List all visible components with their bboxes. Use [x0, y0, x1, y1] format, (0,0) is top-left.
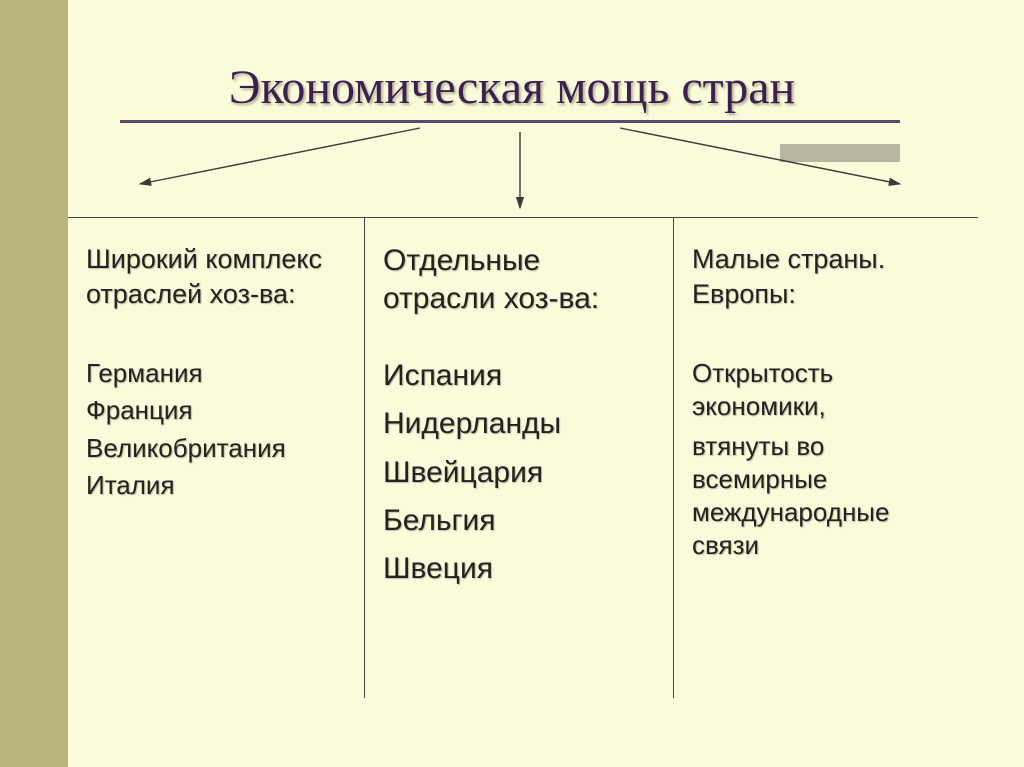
col1-item: Франция [86, 394, 346, 427]
col3-header: Малые страны. Европы: [692, 242, 956, 311]
column-1: Широкий комплекс отраслей хоз-ва: Герман… [68, 218, 364, 698]
title-underline [120, 120, 900, 123]
col1-item: Италия [86, 469, 346, 502]
col3-item: Открытость экономики, [692, 357, 956, 424]
col2-header: Отдельные отрасли хоз-ва: [383, 242, 655, 319]
sidebar-accent [0, 0, 68, 767]
col1-item: Германия [86, 357, 346, 390]
branch-arrows [0, 124, 1024, 219]
column-3: Малые страны. Европы: Открытость экономи… [674, 218, 974, 698]
column-2: Отдельные отрасли хоз-ва: Испания Нидерл… [364, 218, 674, 698]
col2-item: Нидерланды [383, 405, 655, 443]
page-title: Экономическая мощь стран [0, 60, 1024, 115]
col2-item: Бельгия [383, 502, 655, 540]
accent-rect [780, 144, 900, 162]
col3-item: втянуты во всемирные международные связи [692, 430, 956, 563]
col2-item: Швейцария [383, 454, 655, 492]
comparison-table: Широкий комплекс отраслей хоз-ва: Герман… [68, 217, 978, 697]
col2-item: Швеция [383, 550, 655, 588]
col1-header: Широкий комплекс отраслей хоз-ва: [86, 242, 346, 311]
col2-item: Испания [383, 357, 655, 395]
col1-item: Великобритания [86, 432, 346, 465]
